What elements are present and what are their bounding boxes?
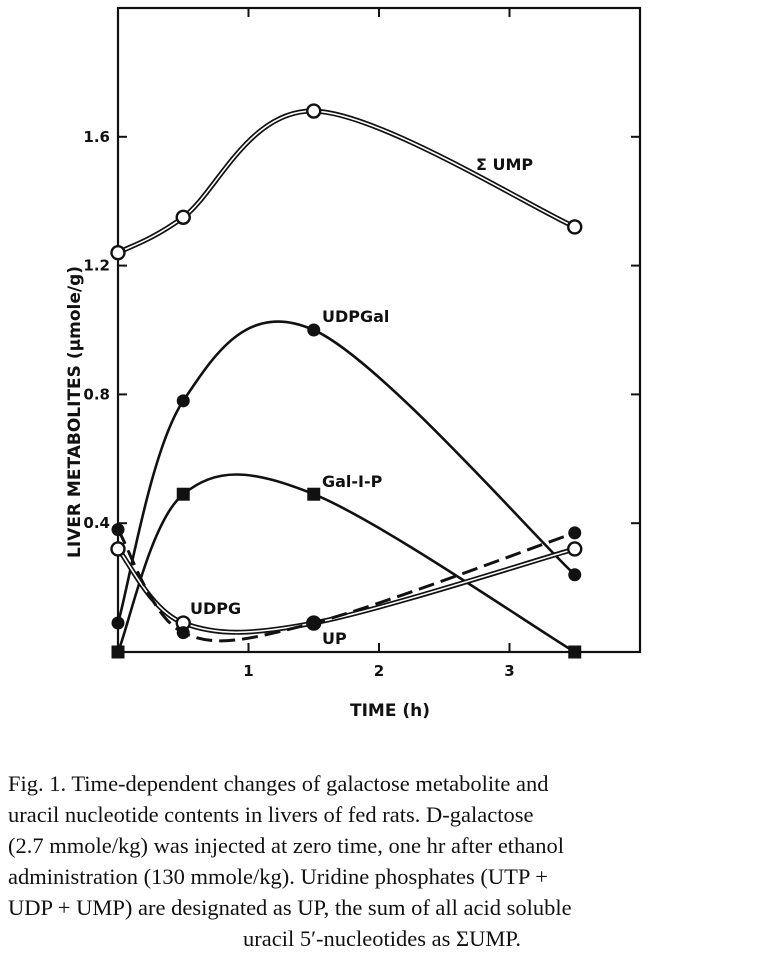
series-1-line xyxy=(116,320,576,624)
x-tick-label: 2 xyxy=(374,662,384,680)
x-axis-label: TIME (h) xyxy=(350,701,430,721)
y-tick-label: 1.2 xyxy=(83,257,110,275)
caption-line-3: (2.7 mmole/kg) was injected at zero time… xyxy=(8,833,565,858)
figure-caption: Fig. 1. Time-dependent changes of galact… xyxy=(8,768,756,954)
series-2-line xyxy=(116,473,576,654)
series-3-point xyxy=(110,541,126,557)
series-2-label: Gal-I-P xyxy=(322,472,383,491)
series-3-point xyxy=(567,541,583,557)
series-1-point xyxy=(568,568,582,582)
series-0-point xyxy=(110,245,126,261)
y-tick-label: 0.8 xyxy=(83,385,110,403)
series-4-point xyxy=(307,616,321,630)
series-1-point xyxy=(176,394,190,408)
series-0-point xyxy=(306,103,322,119)
caption-line-5: UDP + UMP) are designated as UP, the sum… xyxy=(8,895,572,920)
series-2-point xyxy=(111,645,125,659)
caption-line-2: uracil nucleotide contents in livers of … xyxy=(8,802,534,827)
series-4-point xyxy=(568,526,582,540)
series-2-point xyxy=(307,487,321,501)
y-tick-label: 0.4 xyxy=(83,514,110,532)
series-0-point xyxy=(175,209,191,226)
series-0-point xyxy=(567,219,583,235)
series-0-line-inner xyxy=(117,110,576,254)
y-axis-label: LIVER METABOLITES (μmole/g) xyxy=(65,266,85,558)
caption-line-6: uracil 5′-nucleotides as ΣUMP. xyxy=(243,926,521,951)
series-1-point xyxy=(307,323,321,337)
series-3-label: UDPG xyxy=(190,599,241,618)
y-tick-label: 1.6 xyxy=(83,128,110,146)
series-2-point xyxy=(176,487,190,501)
series-4-label: UP xyxy=(322,629,347,648)
series-0-line xyxy=(116,108,576,255)
series-1-point xyxy=(111,616,125,630)
series-4-point xyxy=(111,523,125,537)
series-2-point xyxy=(568,645,582,659)
caption-line-1: Fig. 1. Time-dependent changes of galact… xyxy=(8,771,549,796)
series-4-point xyxy=(176,626,190,640)
x-tick-label: 1 xyxy=(243,662,253,680)
x-tick-label: 3 xyxy=(504,662,514,680)
series-1-label: UDPGal xyxy=(322,307,389,326)
series-0-label: Σ UMP xyxy=(476,155,533,174)
caption-line-4: administration (130 mmole/kg). Uridine p… xyxy=(8,864,548,889)
chart: 1 2 3 0.4 0.8 1.2 1.6 TIME (h) LIVER METABOLITES… xyxy=(65,6,642,721)
